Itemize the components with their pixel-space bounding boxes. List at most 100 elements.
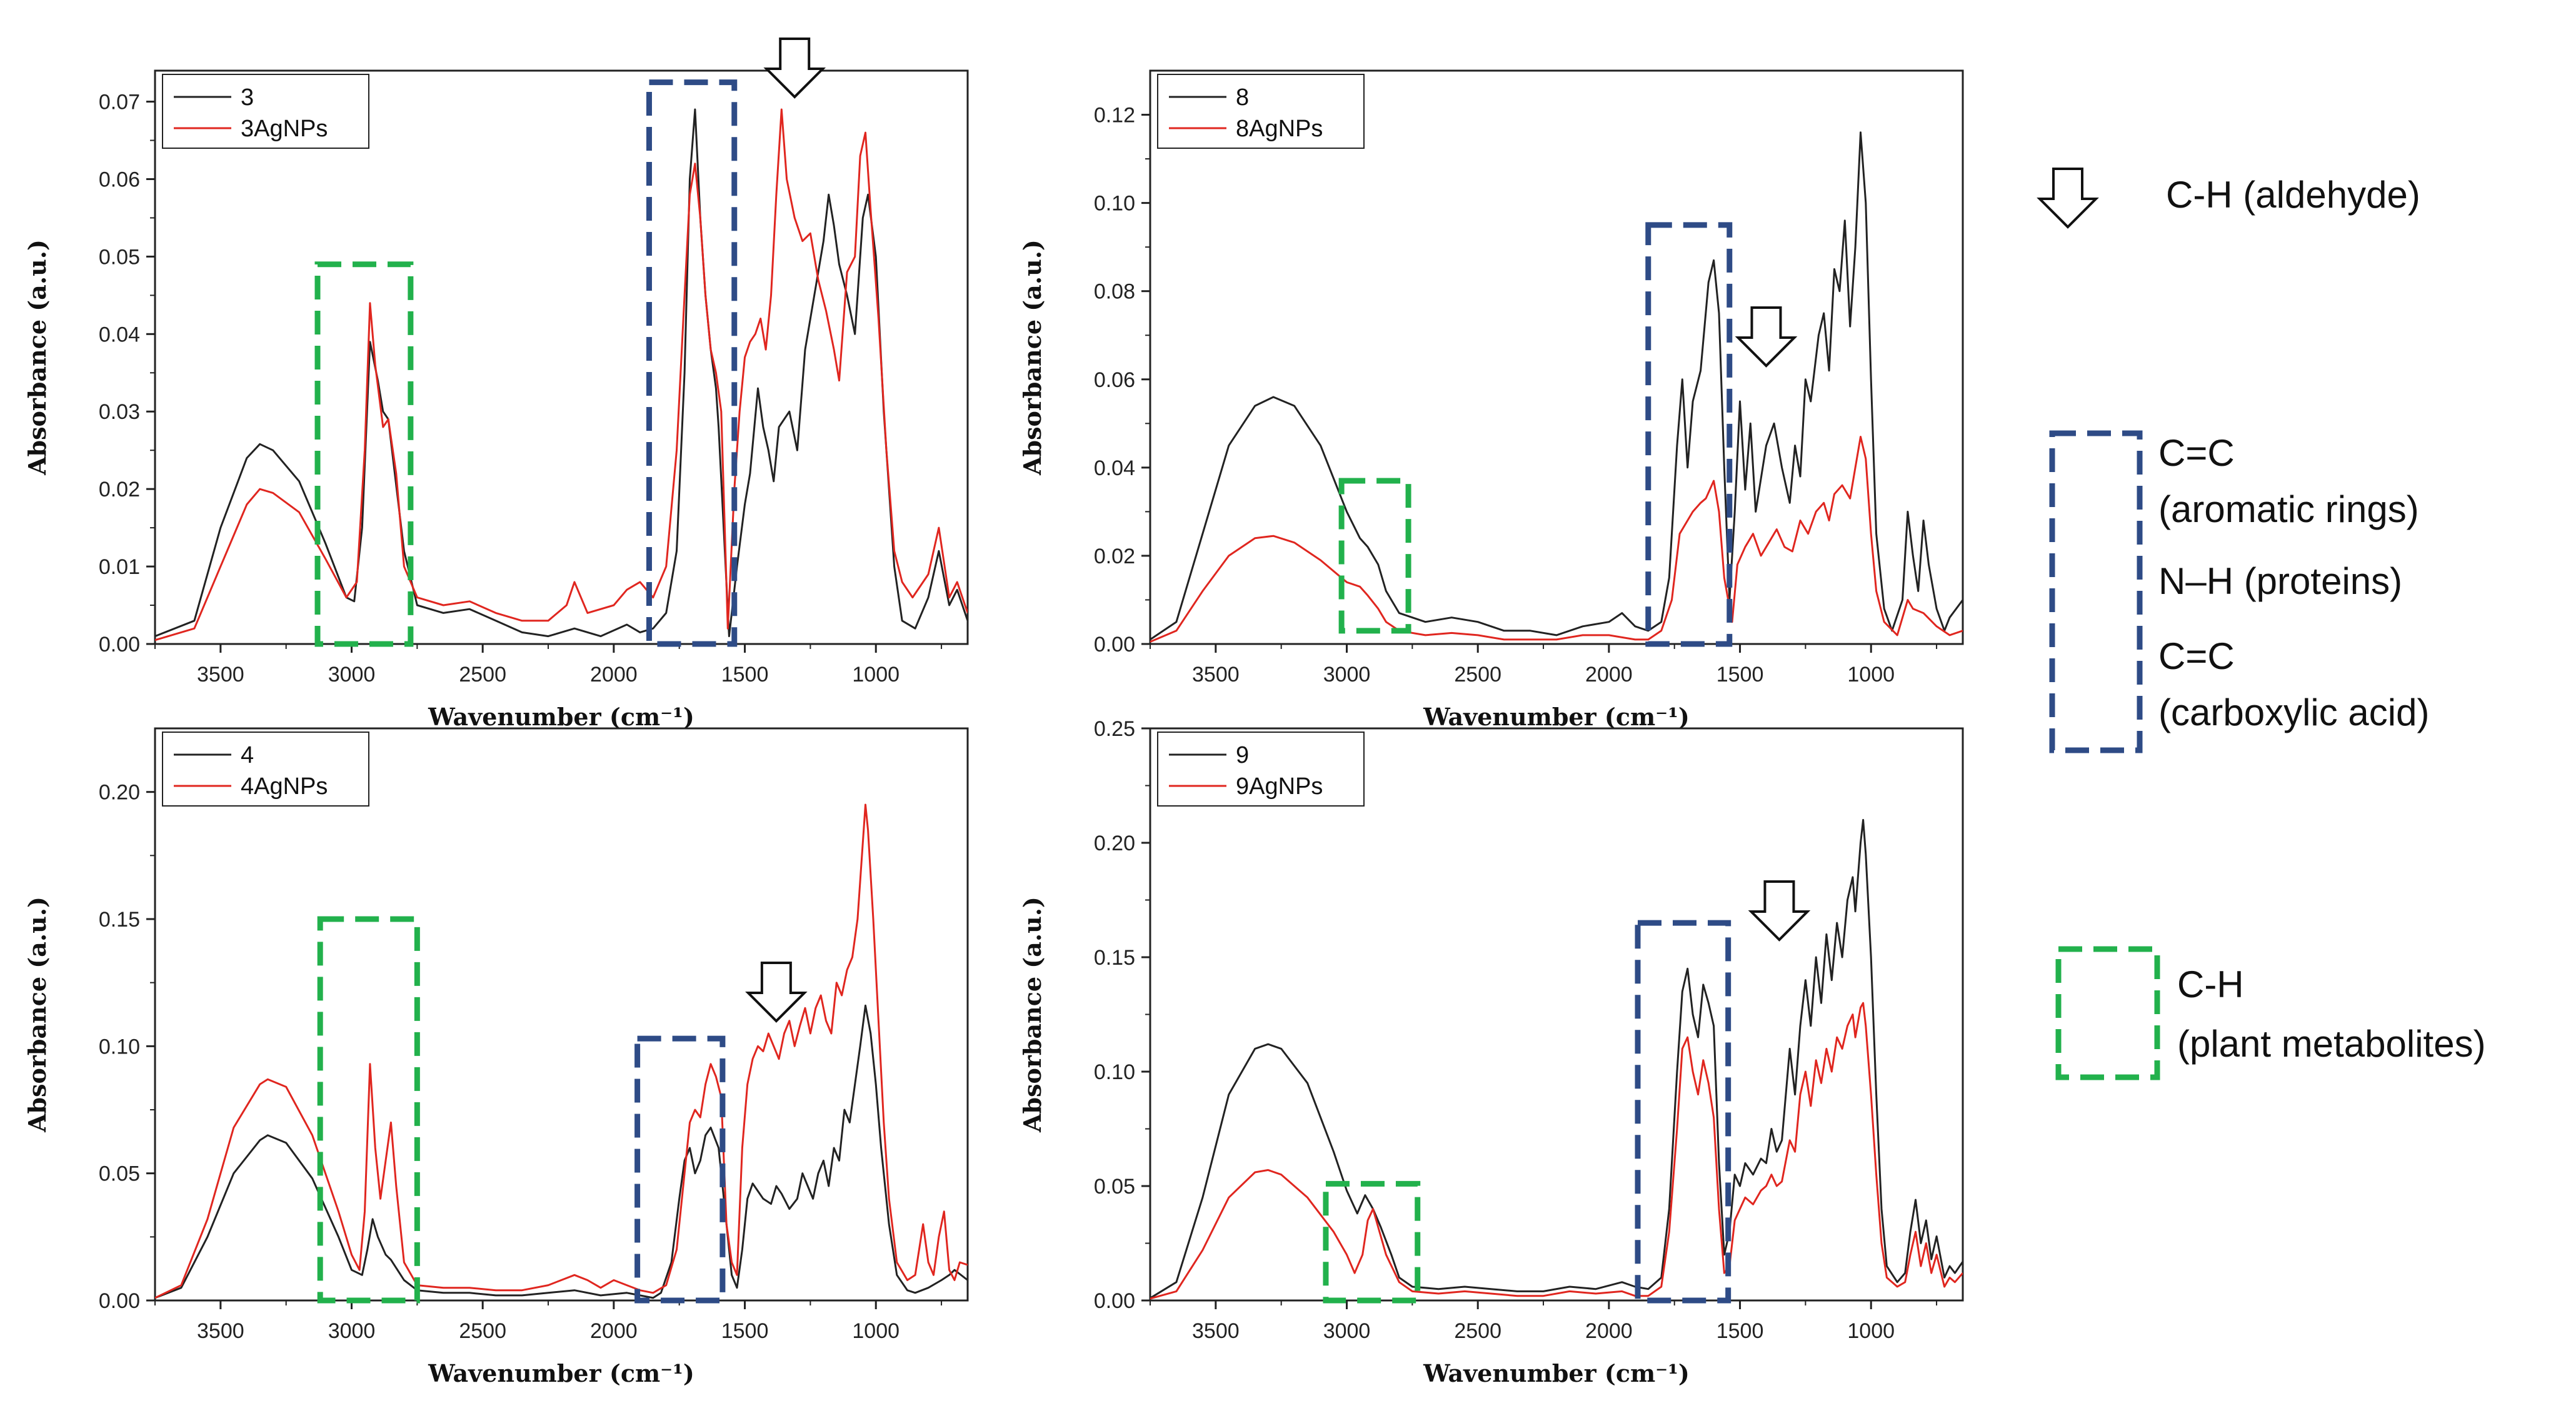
x-tick-label: 2500 xyxy=(459,1319,506,1343)
x-tick-label: 1500 xyxy=(1716,1319,1764,1343)
y-tick-label: 0.04 xyxy=(1094,456,1135,480)
panel-4: 0.00 0.05 0.10 0.15 0.20 3500 3000 2500 2000 1500… xyxy=(23,727,969,1387)
x-tick-label: 3000 xyxy=(328,663,376,686)
y-tick-label: 0.00 xyxy=(99,633,140,656)
legend: 9 9AgNPs xyxy=(1157,732,1365,807)
legend-box xyxy=(162,74,369,149)
x-tick-label: 3000 xyxy=(328,1319,376,1343)
x-tick-label: 2000 xyxy=(590,1319,638,1343)
x-axis-label: Wavenumber (cm⁻¹) xyxy=(428,1359,694,1387)
y-tick-label: 0.10 xyxy=(1094,192,1135,216)
key-green-box: C-H (plant metabolites) xyxy=(2055,946,2486,1080)
y-tick-label: 0.10 xyxy=(1094,1060,1135,1084)
y-tick-label: 0.15 xyxy=(1094,946,1135,970)
y-axis-label: Absorbance (a.u.) xyxy=(1018,897,1046,1133)
x-tick-label: 3000 xyxy=(1323,663,1371,686)
y-tick-label: 0.20 xyxy=(99,781,140,805)
key-blue-line-3: N–H (proteins) xyxy=(2158,560,2402,602)
y-tick-label: 0.07 xyxy=(99,91,140,114)
key-blue-line-5: (carboxylic acid) xyxy=(2158,691,2429,733)
key-blue-line-1: C=C xyxy=(2158,432,2235,474)
x-tick-label: 1500 xyxy=(721,663,769,686)
key-green-line-1: C-H xyxy=(2177,963,2244,1005)
y-tick-label: 0.25 xyxy=(1094,717,1135,741)
plot-frame xyxy=(154,69,969,645)
x-tick-label: 1000 xyxy=(852,663,900,686)
x-tick-label: 2500 xyxy=(1454,1319,1501,1343)
legend-label: 3AgNPs xyxy=(241,116,328,142)
legend-label: 8 xyxy=(1236,84,1249,111)
y-tick-label: 0.00 xyxy=(99,1289,140,1313)
x-tick-label: 1000 xyxy=(852,1319,900,1343)
legend-label: 8AgNPs xyxy=(1236,116,1323,142)
blue-region-box xyxy=(1645,222,1733,647)
x-tick-label: 1000 xyxy=(1847,663,1895,686)
series-line-8AgNPs xyxy=(1150,436,1963,643)
y-tick-label: 0.05 xyxy=(99,245,140,269)
green-region-box xyxy=(1323,1180,1421,1304)
down-arrow-icon xyxy=(1748,880,1811,942)
green-dashed-box-icon xyxy=(2055,946,2160,1080)
down-arrow-icon xyxy=(763,38,826,99)
series-line-4AgNPs xyxy=(155,803,968,1299)
y-tick-label: 0.03 xyxy=(99,400,140,424)
legend-label: 3 xyxy=(241,84,254,111)
panel-8: 0.00 0.02 0.04 0.06 0.08 0.10 0.12 3500 3000 2500… xyxy=(1018,69,1964,731)
y-tick-label: 0.02 xyxy=(99,478,140,501)
series-line-9AgNPs xyxy=(1150,1002,1963,1300)
x-tick-label: 2000 xyxy=(1585,663,1633,686)
y-tick-label: 0.08 xyxy=(1094,280,1135,304)
legend: 3 3AgNPs xyxy=(162,74,369,149)
down-arrow-icon xyxy=(1735,306,1798,368)
panel-3: 0.00 0.01 0.02 0.03 0.04 0.05 0.06 0.07 3500 3000… xyxy=(23,38,969,731)
green-region-box xyxy=(1338,478,1411,634)
x-tick-label: 2500 xyxy=(1454,663,1501,686)
y-tick-label: 0.05 xyxy=(99,1162,140,1186)
y-tick-label: 0.00 xyxy=(1094,633,1135,656)
y-tick-label: 0.02 xyxy=(1094,545,1135,568)
key-blue-box: C=C (aromatic rings) N–H (proteins) C=C … xyxy=(2049,430,2429,753)
y-tick-label: 0.00 xyxy=(1094,1289,1135,1313)
down-arrow-icon xyxy=(2037,168,2099,229)
x-tick-label: 1000 xyxy=(1847,1319,1895,1343)
x-tick-label: 1500 xyxy=(721,1319,769,1343)
legend: 8 8AgNPs xyxy=(1157,74,1365,149)
legend-label: 4AgNPs xyxy=(241,773,328,800)
y-tick-label: 0.10 xyxy=(99,1035,140,1059)
series-line-3AgNPs xyxy=(155,108,968,641)
y-axis-label: Absorbance (a.u.) xyxy=(1018,239,1046,476)
green-region-box xyxy=(317,916,420,1304)
y-tick-label: 0.04 xyxy=(99,323,140,346)
legend-box xyxy=(1157,74,1365,149)
y-tick-label: 0.05 xyxy=(1094,1175,1135,1199)
x-axis-label: Wavenumber (cm⁻¹) xyxy=(1423,703,1690,731)
x-tick-label: 3500 xyxy=(1192,663,1240,686)
plot-frame xyxy=(154,727,969,1302)
series-line-8 xyxy=(1150,131,1963,641)
blue-region-box xyxy=(634,1035,726,1304)
legend-box xyxy=(162,732,369,807)
legend-label: 9 xyxy=(1236,742,1249,768)
y-tick-label: 0.06 xyxy=(1094,368,1135,392)
x-tick-label: 3500 xyxy=(197,663,244,686)
y-tick-label: 0.12 xyxy=(1094,104,1135,128)
y-axis-label: Absorbance (a.u.) xyxy=(23,897,51,1133)
x-tick-label: 3500 xyxy=(1192,1319,1240,1343)
blue-region-box xyxy=(646,79,738,647)
legend-box xyxy=(1157,732,1365,807)
green-region-box xyxy=(314,261,414,647)
x-tick-label: 1500 xyxy=(1716,663,1764,686)
blue-region-box xyxy=(1635,920,1732,1304)
y-tick-label: 0.01 xyxy=(99,555,140,579)
plot-frame xyxy=(1149,69,1964,645)
x-axis-label: Wavenumber (cm⁻¹) xyxy=(1423,1359,1690,1387)
blue-dashed-box-icon xyxy=(2049,430,2143,753)
key-aldehyde: C-H (aldehyde) xyxy=(2037,168,2420,229)
legend-label: 4 xyxy=(241,742,254,768)
x-tick-label: 3500 xyxy=(197,1319,244,1343)
down-arrow-icon xyxy=(745,962,808,1023)
key-aldehyde-label: C-H (aldehyde) xyxy=(2166,174,2420,216)
legend-label: 9AgNPs xyxy=(1236,773,1323,800)
y-axis-label: Absorbance (a.u.) xyxy=(23,239,51,476)
